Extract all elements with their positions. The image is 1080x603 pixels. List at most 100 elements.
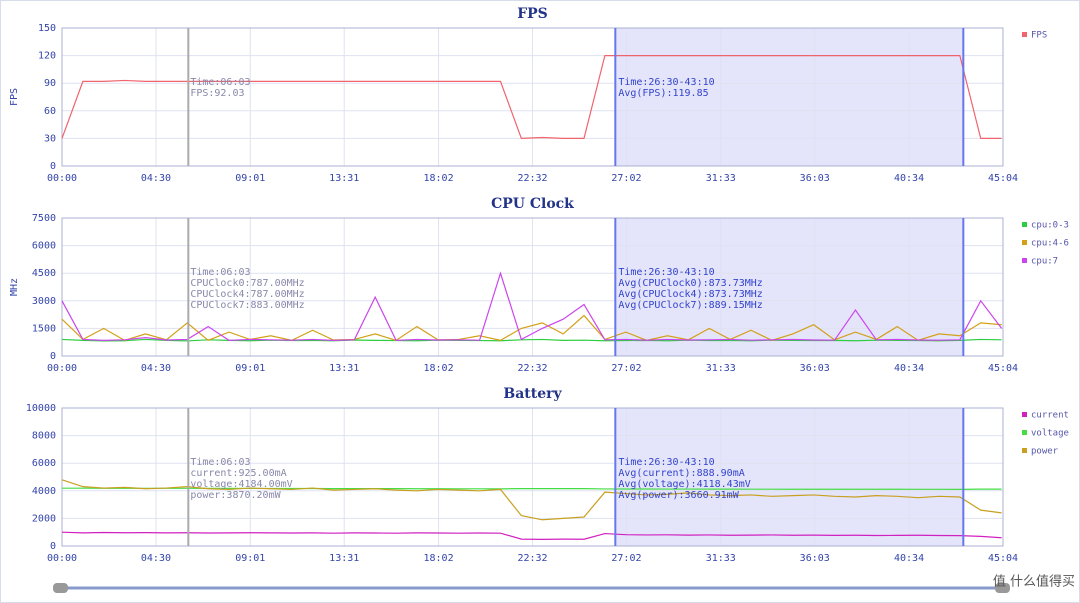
x-tick-label: 36:03 <box>800 363 830 374</box>
y-axis-label: MHz <box>9 278 20 296</box>
x-tick-label: 40:34 <box>894 363 924 374</box>
x-tick-label: 40:34 <box>894 173 924 184</box>
legend-swatch <box>1022 412 1027 417</box>
legend-swatch <box>1022 32 1027 37</box>
x-tick-label: 18:02 <box>423 363 453 374</box>
legend-swatch <box>1022 222 1027 227</box>
x-tick-label: 27:02 <box>611 173 641 184</box>
x-tick-label: 40:34 <box>894 553 924 564</box>
y-tick-label: 0 <box>50 351 56 362</box>
cursor-info: FPS:92.03 <box>190 88 244 99</box>
x-tick-label: 04:30 <box>141 173 171 184</box>
legend-label: voltage <box>1031 429 1069 439</box>
x-tick-label: 09:01 <box>235 173 265 184</box>
x-tick-label: 00:00 <box>47 363 77 374</box>
legend-label: power <box>1031 447 1059 457</box>
plot-frame <box>61 27 1004 167</box>
data-line <box>61 479 1002 521</box>
y-tick-label: 4500 <box>32 268 56 279</box>
x-tick-label: 22:32 <box>517 553 547 564</box>
scrollbar-handle-left[interactable] <box>53 583 68 593</box>
selection-region <box>615 218 964 356</box>
data-line <box>61 314 1002 342</box>
data-line <box>61 338 1002 342</box>
y-tick-label: 3000 <box>32 296 56 307</box>
legend-label: cpu:0-3 <box>1031 221 1069 231</box>
y-tick-label: 0 <box>50 541 56 552</box>
x-tick-label: 04:30 <box>141 553 171 564</box>
legend-swatch <box>1022 258 1027 263</box>
cursor-info: Time:06:03 <box>190 267 250 278</box>
scrollbar-handle-right[interactable] <box>995 583 1010 593</box>
y-tick-label: 60 <box>44 106 56 117</box>
legend-label: cpu:4-6 <box>1031 239 1069 249</box>
x-tick-label: 13:31 <box>329 363 359 374</box>
cursor-info: power:3870.20mW <box>190 490 281 501</box>
y-tick-label: 1500 <box>32 323 56 334</box>
x-tick-label: 31:33 <box>706 363 736 374</box>
x-tick-label: 09:01 <box>235 553 265 564</box>
plot-frame <box>61 407 1004 547</box>
x-tick-label: 45:04 <box>988 173 1018 184</box>
y-tick-label: 6000 <box>32 458 56 469</box>
selection-info: Avg(CPUClock4):873.73MHz <box>618 289 763 300</box>
y-tick-label: 8000 <box>32 431 56 442</box>
selection-info: Avg(voltage):4118.43mV <box>618 479 750 490</box>
selection-info: Avg(CPUClock0):873.73MHz <box>618 278 763 289</box>
legend-swatch <box>1022 448 1027 453</box>
selection-info: Time:26:30-43:10 <box>618 77 714 88</box>
x-tick-label: 36:03 <box>800 173 830 184</box>
x-tick-label: 00:00 <box>47 173 77 184</box>
x-tick-label: 31:33 <box>706 173 736 184</box>
cursor-info: CPUClock0:787.00MHz <box>190 278 304 289</box>
y-tick-label: 120 <box>38 51 56 62</box>
x-tick-label: 09:01 <box>235 363 265 374</box>
legend-swatch <box>1022 240 1027 245</box>
x-tick-label: 04:30 <box>141 363 171 374</box>
y-tick-label: 2000 <box>32 513 56 524</box>
x-tick-label: 22:32 <box>517 363 547 374</box>
y-tick-label: 10000 <box>26 403 56 414</box>
x-tick-label: 00:00 <box>47 553 77 564</box>
selection-info: Avg(FPS):119.85 <box>618 88 708 99</box>
y-tick-label: 30 <box>44 133 56 144</box>
x-tick-label: 45:04 <box>988 553 1018 564</box>
data-line <box>61 531 1002 540</box>
cursor-info: CPUClock7:883.00MHz <box>190 300 304 311</box>
data-line <box>61 55 1002 140</box>
selection-info: Time:26:30-43:10 <box>618 267 714 278</box>
cursor-info: current:925.00mA <box>190 468 286 479</box>
y-tick-label: 4000 <box>32 486 56 497</box>
x-tick-label: 22:32 <box>517 173 547 184</box>
y-tick-label: 0 <box>50 161 56 172</box>
legend-label: cpu:7 <box>1031 257 1058 267</box>
x-tick-label: 13:31 <box>329 173 359 184</box>
x-tick-label: 18:02 <box>423 173 453 184</box>
cursor-info: CPUClock4:787.00MHz <box>190 289 304 300</box>
selection-region <box>615 408 964 546</box>
data-line <box>62 487 1002 490</box>
selection-info: Avg(CPUClock7):889.15MHz <box>618 300 763 311</box>
legend-swatch <box>1022 430 1027 435</box>
cursor-info: Time:06:03 <box>190 77 250 88</box>
chart-title: CPU Clock <box>491 196 574 212</box>
legend-label: FPS <box>1031 31 1047 41</box>
selection-info: Avg(power):3660.91mW <box>618 490 739 501</box>
x-tick-label: 13:31 <box>329 553 359 564</box>
legend-label: current <box>1031 411 1069 421</box>
y-tick-label: 7500 <box>32 213 56 224</box>
x-tick-label: 31:33 <box>706 553 736 564</box>
cursor-info: voltage:4184.00mV <box>190 479 292 490</box>
x-tick-label: 27:02 <box>611 553 641 564</box>
chart-title: FPS <box>517 6 548 22</box>
data-line <box>61 271 1003 341</box>
x-tick-label: 45:04 <box>988 363 1018 374</box>
selection-info: Avg(current):888.90mA <box>618 468 744 479</box>
selection-region <box>615 28 964 166</box>
y-tick-label: 150 <box>38 23 56 34</box>
y-axis-label: FPS <box>9 88 20 106</box>
plot-frame <box>61 217 1004 357</box>
y-tick-label: 6000 <box>32 241 56 252</box>
